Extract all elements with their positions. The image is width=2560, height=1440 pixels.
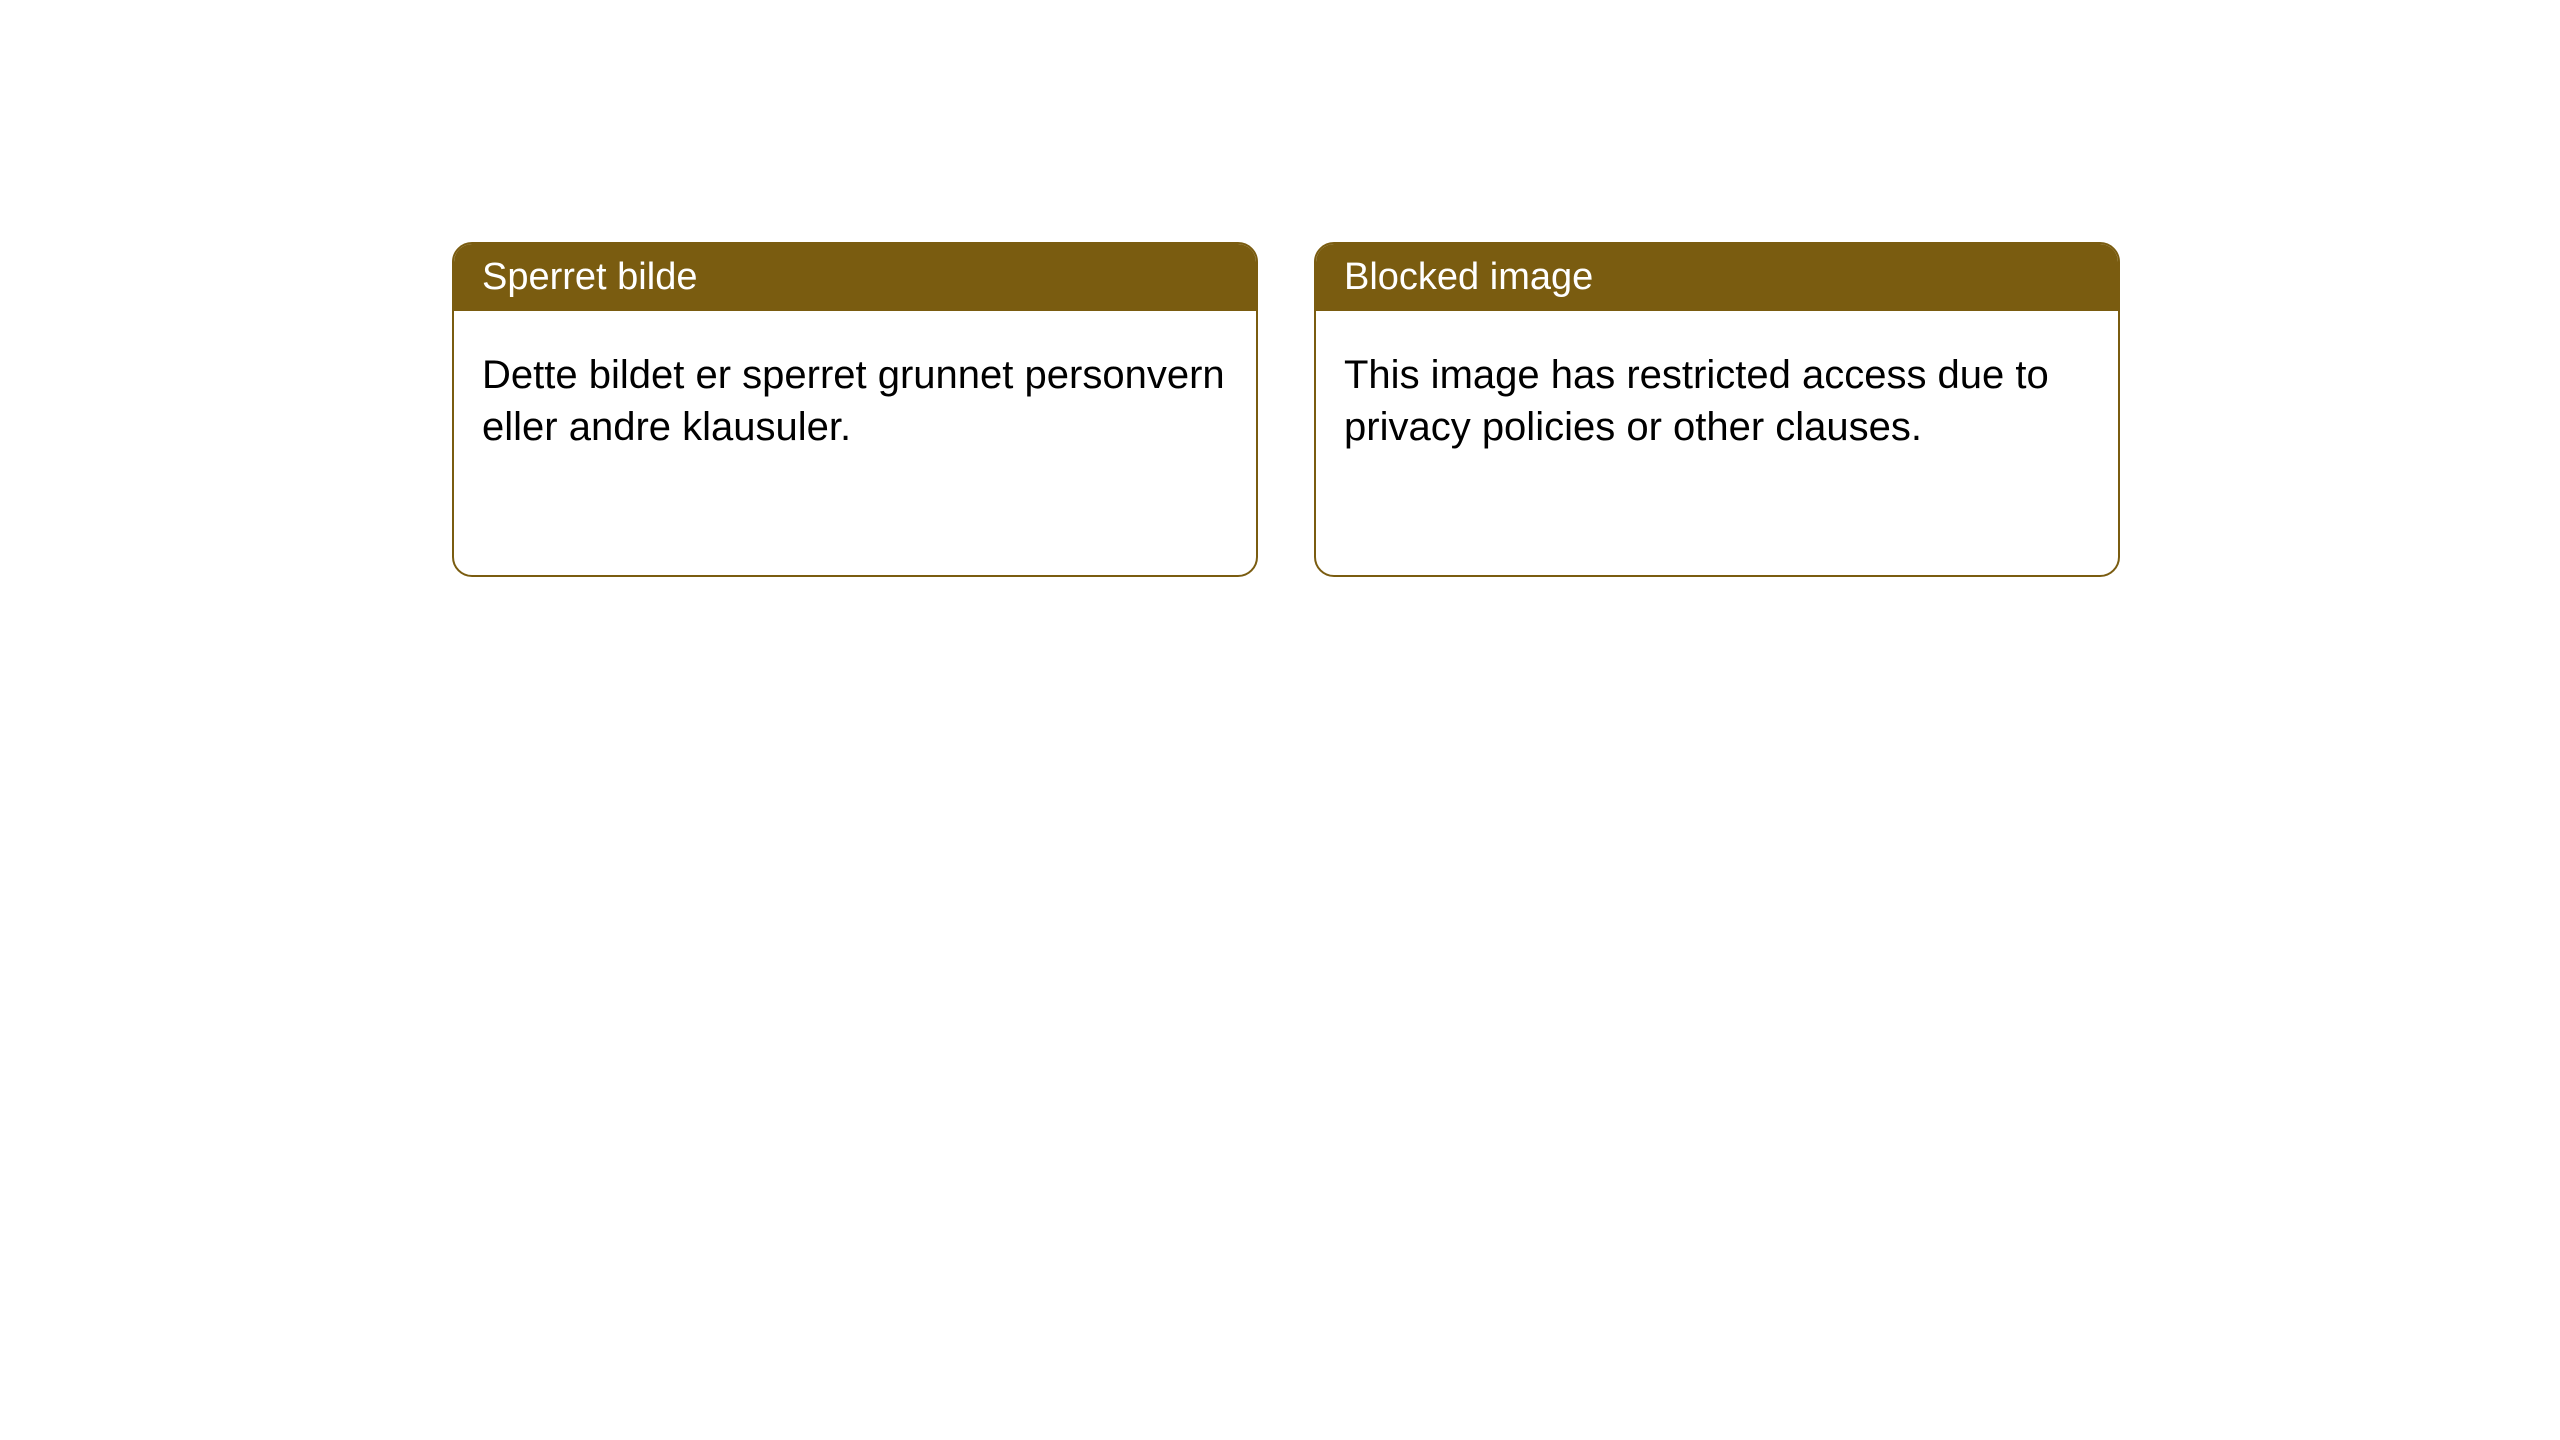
- card-body-en: This image has restricted access due to …: [1316, 311, 2118, 491]
- blocked-image-card-no: Sperret bilde Dette bildet er sperret gr…: [452, 242, 1258, 577]
- card-header-no: Sperret bilde: [454, 244, 1256, 311]
- card-header-en: Blocked image: [1316, 244, 2118, 311]
- blocked-image-card-en: Blocked image This image has restricted …: [1314, 242, 2120, 577]
- card-body-no: Dette bildet er sperret grunnet personve…: [454, 311, 1256, 491]
- notice-cards-container: Sperret bilde Dette bildet er sperret gr…: [0, 0, 2560, 577]
